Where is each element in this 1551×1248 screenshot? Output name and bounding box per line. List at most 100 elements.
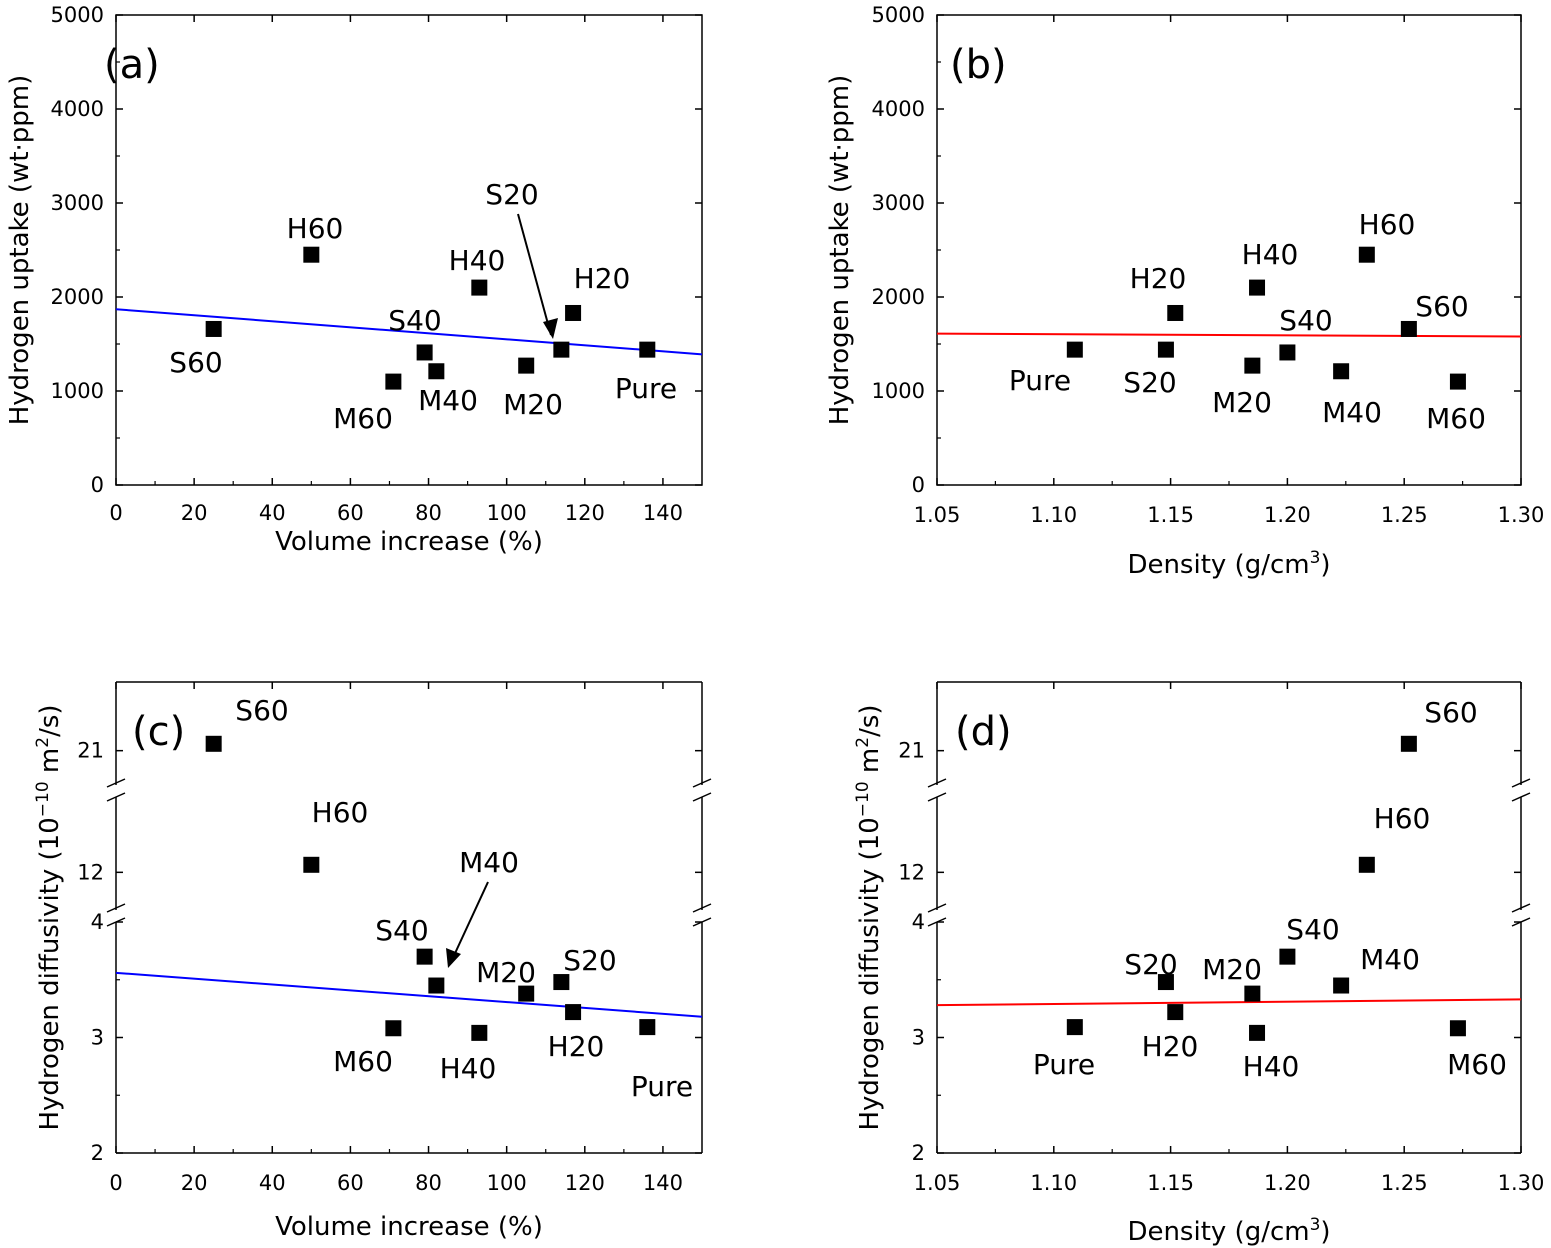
y-tick-label: 5000: [872, 3, 925, 27]
point-label-h60: H60: [287, 212, 344, 245]
data-point-s60: [1400, 320, 1417, 337]
point-label-h60: H60: [1359, 208, 1416, 241]
panel-label: (c): [132, 709, 185, 755]
x-tick-label: 1.05: [914, 503, 961, 527]
x-tick-label: 80: [415, 1171, 442, 1195]
point-label-s60: S60: [1424, 696, 1477, 729]
point-label-s20: S20: [563, 944, 616, 977]
axis-break-mark: [106, 903, 126, 913]
panel-a-chart: 0 20 40 60 80 100 120 140 0 1000 2000 3000 4000 5000 V…: [5, 3, 703, 557]
data-point-s40: [1279, 948, 1296, 965]
axis-break-mark: [927, 903, 947, 913]
point-label-s60: S60: [169, 346, 222, 379]
y-tick-label: 4: [91, 910, 104, 934]
x-axis-title: Volume increase (%): [275, 527, 543, 557]
x-tick-label: 20: [181, 1171, 208, 1195]
x-tick-label: 60: [337, 501, 364, 525]
data-point-pure: [639, 1019, 656, 1036]
point-label-h60: H60: [1374, 802, 1431, 835]
point-label-h20: H20: [1142, 1030, 1199, 1063]
data-point-pure: [1066, 341, 1083, 358]
y-tick-label: 2000: [51, 285, 104, 309]
arrow-m40-panel-c: [450, 881, 489, 963]
data-point-h20: [1167, 304, 1184, 321]
y-tick-label: 4000: [872, 97, 925, 121]
y-axis-title: Hydrogen diffusivity (10−10 m2/s): [33, 704, 65, 1130]
point-label-s60: S60: [235, 694, 288, 727]
point-label-h20: H20: [574, 262, 631, 295]
x-tick-label: 1.15: [1147, 1171, 1194, 1195]
panel-label: (a): [104, 42, 160, 88]
axis-break-mark: [1511, 792, 1531, 802]
axis-break-mark: [927, 792, 947, 802]
x-tick-label: 1.25: [1381, 503, 1428, 527]
x-tick-label: 1.10: [1030, 1171, 1077, 1195]
y-axis-title: Hydrogen uptake (wt·ppm): [5, 75, 35, 426]
x-tick-label: 1.20: [1264, 1171, 1311, 1195]
x-tick-label: 60: [337, 1171, 364, 1195]
x-tick-label: 1.30: [1498, 503, 1545, 527]
data-point-h20: [1167, 1004, 1184, 1021]
data-point-s20: [553, 974, 570, 991]
y-tick-label: 3000: [872, 191, 925, 215]
panel-c-chart: 0 20 40 60 80 100 120 140 2 3 4 12 21 Volume increase…: [33, 681, 712, 1242]
data-point-m20: [1244, 357, 1261, 374]
x-tick-label: 1.30: [1498, 1171, 1545, 1195]
arrow-s20-panel-a: [517, 213, 552, 336]
data-point-h20: [565, 1004, 582, 1021]
point-label-m20: M20: [1202, 953, 1262, 986]
point-label-s40: S40: [388, 304, 441, 337]
fit-line: [936, 332, 1522, 338]
y-axis-title: Hydrogen uptake (wt·ppm): [825, 75, 855, 426]
point-label-m60: M60: [333, 1045, 393, 1078]
point-label-s40: S40: [1279, 304, 1332, 337]
point-label-h60: H60: [312, 796, 369, 829]
point-label-s20: S20: [1123, 366, 1176, 399]
data-point-s20: [1157, 341, 1174, 358]
point-label-s60: S60: [1415, 290, 1468, 323]
x-tick-label: 1.05: [914, 1171, 961, 1195]
point-label-h40: H40: [440, 1052, 497, 1085]
y-axis-title: Hydrogen diffusivity (10−10 m2/s): [853, 704, 885, 1130]
axis-break-mark: [692, 792, 712, 802]
point-label-pure: Pure: [1033, 1048, 1095, 1081]
y-tick-label: 0: [912, 473, 925, 497]
y-tick-label: 1000: [872, 379, 925, 403]
x-tick-label: 80: [415, 501, 442, 525]
data-point-h20: [565, 304, 582, 321]
x-tick-label: 120: [565, 501, 605, 525]
x-tick-label: 140: [643, 501, 683, 525]
data-point-h60: [1358, 856, 1375, 873]
point-label-m20: M20: [503, 388, 563, 421]
axis-break-mark: [106, 792, 126, 802]
point-label-pure: Pure: [1009, 364, 1071, 397]
point-label-m60: M60: [333, 402, 393, 435]
data-point-m60: [1449, 373, 1466, 390]
data-point-m20: [518, 357, 535, 374]
data-point-h40: [1249, 1024, 1266, 1041]
point-label-s20: S20: [1124, 948, 1177, 981]
data-point-m40: [1333, 363, 1350, 380]
x-tick-label: 1.10: [1030, 503, 1077, 527]
x-tick-label: 100: [487, 1171, 527, 1195]
data-point-s20: [553, 341, 570, 358]
panel-label: (b): [950, 42, 1007, 88]
point-label-m20: M20: [1212, 386, 1272, 419]
data-point-m40: [428, 363, 445, 380]
data-point-s40: [416, 344, 433, 361]
y-tick-label: 4000: [51, 97, 104, 121]
point-label-m40: M40: [1322, 396, 1382, 429]
panel-d-chart: 1.05 1.10 1.15 1.20 1.25 1.30 2 3 4 12 21 Density (…: [853, 681, 1545, 1247]
x-axis-title: Density (g/cm3): [1127, 548, 1330, 580]
point-label-pure: Pure: [615, 372, 677, 405]
x-tick-label: 140: [643, 1171, 683, 1195]
data-point-m20: [518, 985, 535, 1002]
y-tick-label: 12: [77, 860, 104, 884]
axis-break-mark: [1511, 778, 1531, 788]
y-tick-label: 0: [91, 473, 104, 497]
data-point-m60: [385, 373, 402, 390]
arrow-s20-head-panel-a: [543, 318, 558, 339]
panel-label: (d): [955, 709, 1012, 755]
y-tick-label: 1000: [51, 379, 104, 403]
